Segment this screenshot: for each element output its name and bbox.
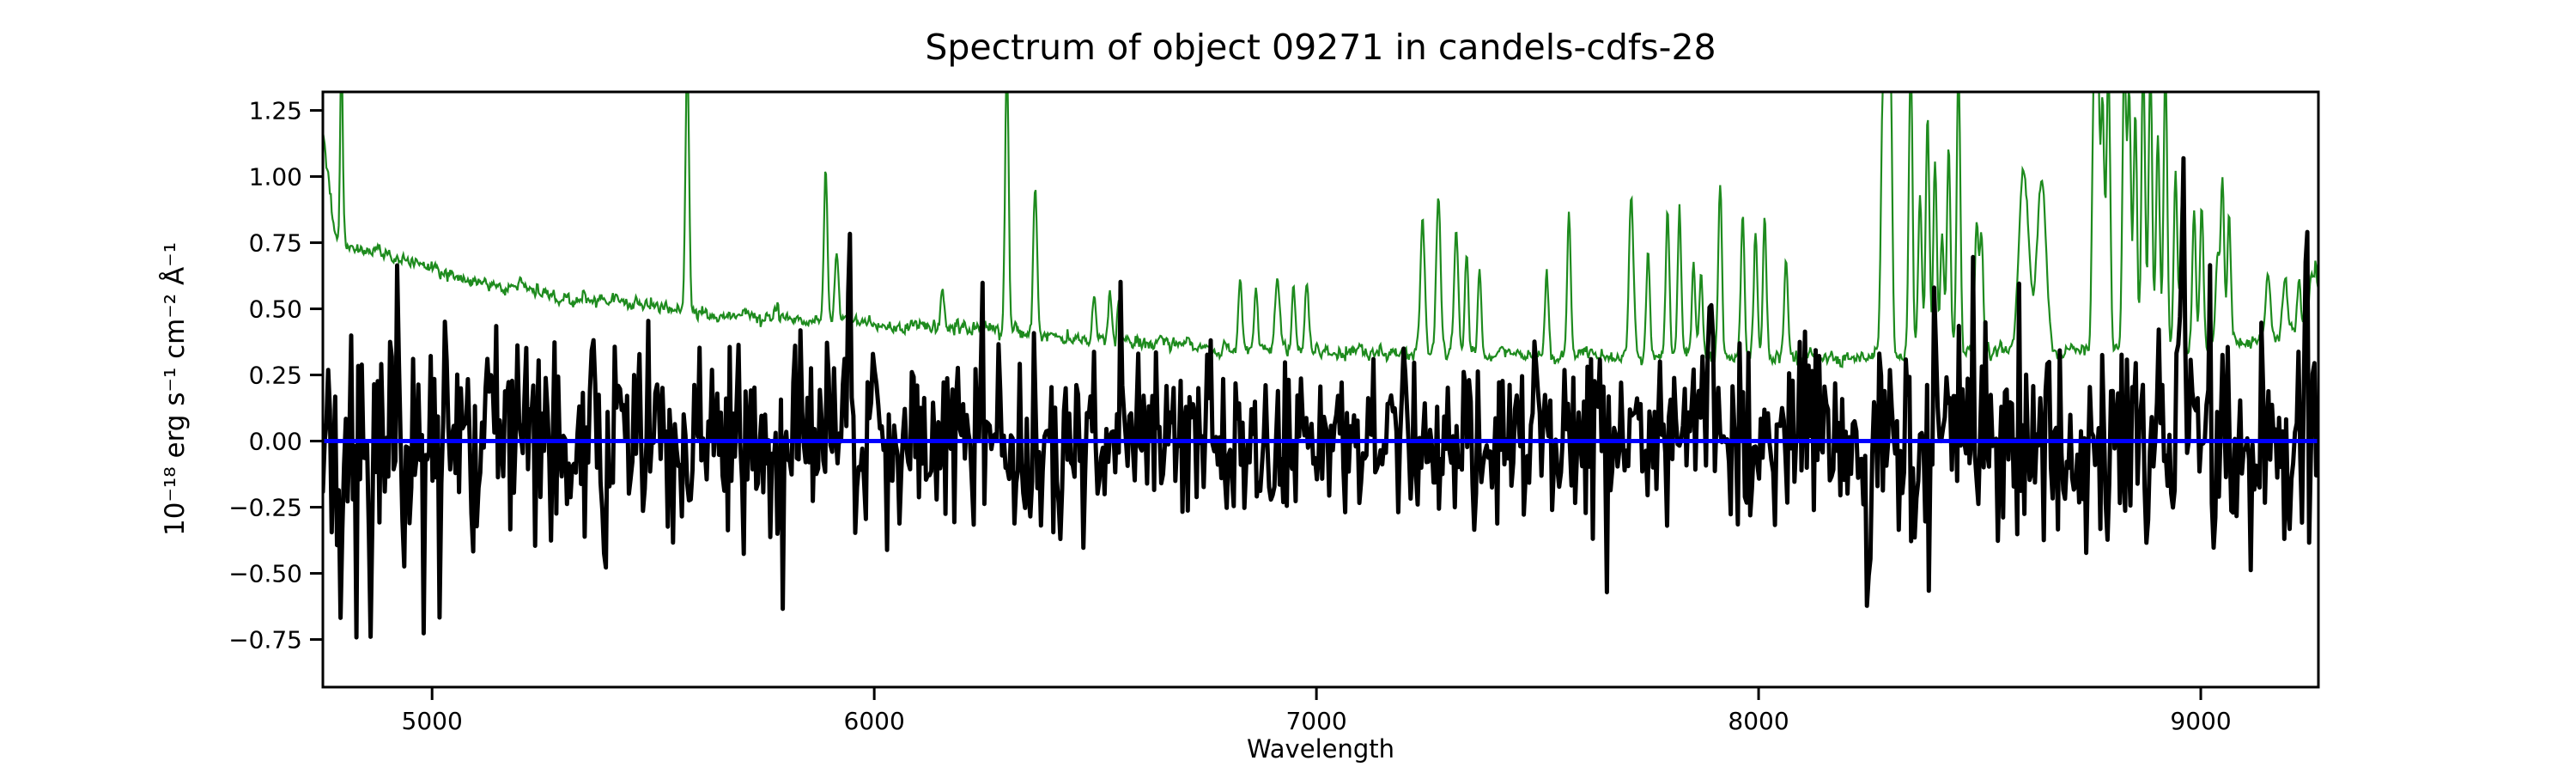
observed-flux-line xyxy=(324,155,2318,640)
y-tick-label: 0.50 xyxy=(249,295,302,324)
y-tick-label: 0.25 xyxy=(249,362,302,390)
x-tick-label: 9000 xyxy=(2170,707,2231,735)
chart-title: Spectrum of object 09271 in candels-cdfs… xyxy=(925,27,1716,68)
y-tick-label: 0.00 xyxy=(249,428,302,456)
y-tick-label: 0.75 xyxy=(249,229,302,258)
x-tick-label: 8000 xyxy=(1728,707,1789,735)
x-tick-label: 7000 xyxy=(1285,707,1346,735)
y-tick-label: −0.50 xyxy=(228,560,302,588)
y-tick-label: 1.25 xyxy=(249,97,302,125)
y-tick-label: −0.75 xyxy=(228,626,302,654)
x-tick-label: 6000 xyxy=(844,707,905,735)
x-axis-label: Wavelength xyxy=(1246,734,1395,764)
plot-frame xyxy=(321,90,2320,689)
y-tick-label: 1.00 xyxy=(249,163,302,192)
axis-ticks: 5000 6000 7000 8000 9000 −0.75 −0.50 −0.25 0.00 0… xyxy=(228,97,2231,735)
x-tick-label: 5000 xyxy=(402,707,463,735)
y-tick-label: −0.25 xyxy=(228,494,302,522)
